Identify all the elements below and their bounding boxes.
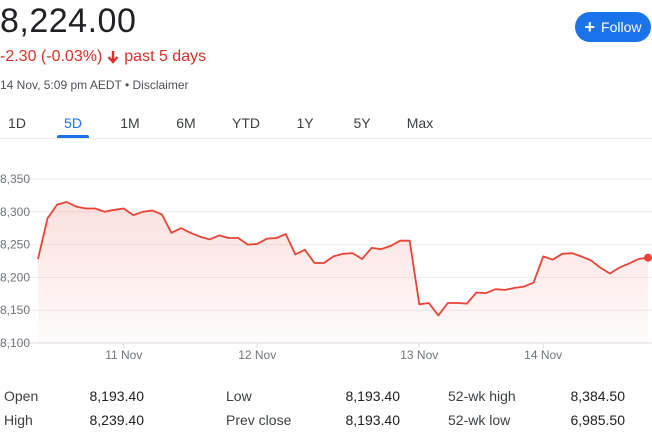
active-tab-indicator [57, 135, 89, 138]
stat-52wk-low-value: 6,985.50 [570, 412, 626, 428]
tab-ytd[interactable]: YTD [232, 115, 260, 131]
stat-52wk-high-value: 8,384.50 [570, 388, 626, 404]
tabs-divider [0, 138, 652, 139]
area-fill [38, 202, 648, 343]
timestamp-disclaimer[interactable]: 14 Nov, 5:09 pm AEDT • Disclaimer [0, 78, 189, 92]
x-tick-label: 14 Nov [524, 348, 562, 362]
stat-high-value: 8,239.40 [89, 412, 145, 428]
y-tick-label: 8,350 [0, 172, 30, 186]
tab-1d[interactable]: 1D [8, 115, 26, 131]
price-change: -2.30 (-0.03%) past 5 days [0, 48, 206, 66]
y-tick-label: 8,200 [0, 270, 30, 284]
stat-prev-close-value: 8,193.40 [345, 412, 401, 428]
x-tick-label: 13 Nov [400, 348, 438, 362]
last-point-marker [644, 253, 652, 262]
tab-1m[interactable]: 1M [120, 115, 140, 131]
stat-prev-close-label: Prev close [226, 412, 292, 428]
plus-icon: + [584, 17, 596, 37]
x-tick-label: 12 Nov [238, 348, 276, 362]
stat-low-label: Low [226, 388, 252, 404]
y-tick-label: 8,250 [0, 238, 30, 252]
follow-button[interactable]: + Follow [575, 12, 651, 42]
x-tick-label: 11 Nov [105, 348, 142, 362]
series-line [37, 201, 649, 317]
current-price: 8,224.00 [0, 2, 137, 40]
y-tick-label: 8,300 [0, 205, 30, 219]
stat-low-value: 8,193.40 [345, 388, 401, 404]
stat-open-value: 8,193.40 [89, 388, 145, 404]
range-tabs: 1D 5D 1M 6M YTD 1Y 5Y Max [0, 108, 652, 138]
change-period: past 5 days [124, 48, 207, 65]
arrow-down-icon [107, 51, 119, 64]
tab-6m[interactable]: 6M [176, 115, 196, 131]
y-tick-label: 8,150 [0, 303, 30, 317]
follow-label: Follow [601, 19, 642, 35]
stat-52wk-high-label: 52-wk high [448, 388, 516, 404]
tab-1y[interactable]: 1Y [296, 115, 314, 131]
stat-open-label: Open [4, 388, 39, 404]
stat-high-label: High [4, 412, 33, 428]
change-value: -2.30 (-0.03%) [0, 48, 103, 65]
tab-5d[interactable]: 5D [64, 115, 82, 131]
stat-52wk-low-label: 52-wk low [448, 412, 511, 428]
price-chart[interactable]: 8,350 8,300 8,250 8,200 8,150 8,100 11 Nov 12 N… [0, 160, 652, 365]
tab-max[interactable]: Max [406, 115, 434, 131]
y-tick-label: 8,100 [0, 336, 30, 350]
tab-5y[interactable]: 5Y [353, 115, 371, 131]
